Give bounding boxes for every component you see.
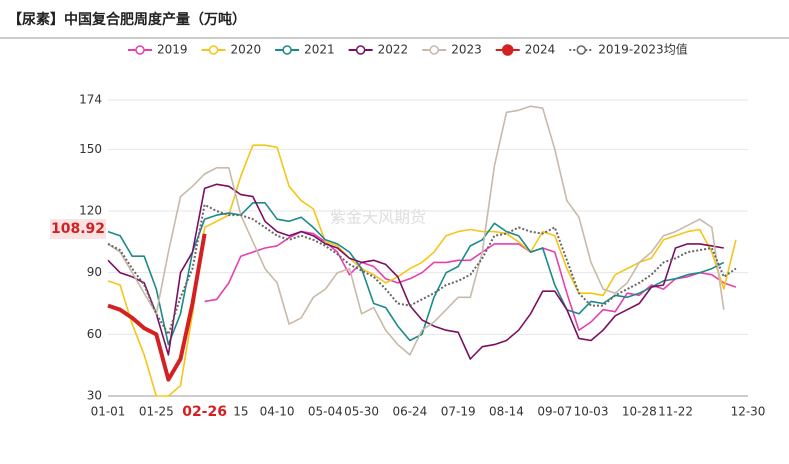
series-line (107, 105, 725, 356)
x-tick-label: 08-14 (489, 405, 524, 419)
x-tick-label: 11-22 (658, 405, 693, 419)
series-line (107, 203, 737, 336)
legend-marker (208, 45, 219, 55)
y-tick-label: 30 (87, 389, 102, 403)
x-tick-label: 10-03 (574, 405, 609, 419)
y-tick-label: 60 (87, 327, 102, 341)
x-tick-label: 01-01 (91, 405, 126, 419)
x-tick-label: 10-28 (622, 405, 657, 419)
y-tick-label: 120 (79, 204, 102, 218)
x-tick-label: 01-25 (139, 405, 174, 419)
series-line (107, 183, 724, 360)
x-tick-label: 06-24 (392, 405, 427, 419)
y-tick-label: 150 (79, 142, 102, 156)
y-tick-label: 174 (79, 93, 102, 107)
y-tick-label: 90 (87, 265, 102, 279)
series-line (107, 202, 725, 346)
legend-marker (135, 45, 145, 55)
legend-label: 2019-2023均值 (598, 42, 687, 57)
chart-title: 【尿素】中国复合肥周度产量（万吨） (8, 11, 246, 28)
legend-label: 2019 (157, 43, 188, 57)
annotation-box (50, 219, 106, 239)
x-tick-label: 12-30 (731, 405, 766, 419)
legend-marker (576, 45, 587, 55)
legend-marker (355, 45, 366, 55)
legend-marker (429, 45, 439, 55)
x-tick-label: 02-26 (182, 404, 227, 420)
x-tick-label: 04-10 (260, 405, 295, 419)
series-line (107, 144, 737, 397)
legend-label: 2022 (378, 43, 409, 57)
legend-label: 2023 (451, 43, 482, 57)
legend-marker (282, 45, 292, 55)
watermark: 紫金天风期货 (330, 208, 426, 227)
legend-marker (501, 44, 514, 56)
x-tick-label: 15 (233, 405, 248, 419)
x-tick-label: 05-30 (344, 405, 379, 419)
legend-label: 2024 (525, 43, 556, 57)
series-line (107, 233, 207, 382)
annotation: 108.92 (51, 221, 105, 237)
legend-label: 2021 (304, 43, 335, 57)
legend-label: 2020 (231, 43, 262, 57)
x-tick-label: 07-19 (441, 405, 476, 419)
x-tick-label: 05-04 (308, 405, 343, 419)
x-tick-label: 09-07 (537, 405, 572, 419)
